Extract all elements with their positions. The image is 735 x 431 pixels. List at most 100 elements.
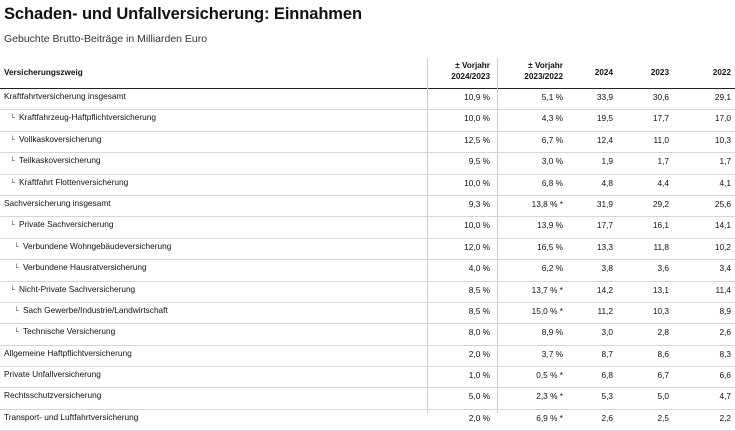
indent-arrow-icon: └ [10, 158, 15, 166]
row-label: Transport- und Luftfahrtversicherung [4, 411, 164, 423]
row-value-c2: 2,3 % * [536, 391, 563, 402]
row-value-c4: 16,1 [652, 220, 669, 231]
header-change-2023-line2: 2023/2022 [524, 71, 563, 81]
table-row: Transport- und Luftfahrtversicherung 2,0 … [0, 410, 735, 431]
row-label: Kraftfahrtversicherung insgesamt [4, 91, 164, 102]
row-value-c2: 6,2 % [541, 263, 563, 274]
row-label: └ Kraftfahrt Flottenversicherung [4, 176, 170, 189]
row-value-c3: 1,9 [601, 156, 613, 167]
header-change-2024-line1: ± Vorjahr [455, 61, 490, 70]
row-label-text: Allgemeine Haftpflichtversicherung [4, 347, 132, 358]
row-value-c1: 12,5 % [464, 134, 490, 145]
header-change-2024: ± Vorjahr 2024/2023 [451, 61, 490, 82]
row-value-c1: 9,3 % [468, 198, 490, 209]
row-value-c1: 10,0 % [464, 177, 490, 188]
table-row: └ Private Sachversicherung 10,0 % 13,9 % 17,… [0, 217, 735, 239]
row-label: └ Verbundene Hausratversicherung [4, 262, 174, 274]
row-value-c2: 13,7 % * [531, 284, 563, 295]
table-row: Allgemeine Haftpflichtversicherung 2,0 % 3… [0, 346, 735, 368]
row-value-c1: 1,0 % [468, 370, 490, 381]
row-value-c4: 4,4 [657, 177, 669, 188]
row-value-c1: 10,0 % [464, 220, 490, 231]
row-label-text: Kraftfahrt Flottenversicherung [18, 176, 129, 187]
row-value-c4: 2,5 [657, 412, 669, 423]
row-value-c3: 6,8 [601, 370, 613, 381]
indent-arrow-icon: └ [14, 243, 19, 251]
table-row: └ Sach Gewerbe/Industrie/Landwirtschaft 8,… [0, 303, 735, 325]
row-label-text: Verbundene Wohngebäudeversicherung [22, 240, 172, 251]
row-value-c1: 2,0 % [468, 412, 490, 423]
row-value-c4: 30,6 [652, 92, 669, 102]
indent-arrow-icon: └ [10, 222, 15, 230]
header-change-2024-line2: 2024/2023 [451, 71, 490, 81]
row-value-c1: 5,0 % [468, 391, 490, 402]
row-value-c5: 8,9 [719, 305, 731, 316]
indent-arrow-icon: └ [10, 136, 15, 144]
table-row: └ Kraftfahrt Flottenversicherung 10,0 % 6,8… [0, 175, 735, 196]
row-value-c2: 13,8 % * [531, 198, 563, 209]
row-label-text: Sach Gewerbe/Industrie/Landwirtschaft [22, 304, 168, 315]
row-label-text: Sachversicherung insgesamt [4, 197, 111, 208]
row-value-c4: 6,7 [657, 370, 669, 381]
row-value-c3: 4,8 [601, 177, 613, 188]
row-value-c1: 12,0 % [464, 241, 490, 252]
header-2024: 2024 [594, 68, 613, 77]
row-value-c1: 10,9 % [464, 92, 490, 102]
indent-arrow-icon: └ [14, 329, 19, 337]
row-value-c3: 14,2 [596, 284, 613, 295]
column-divider [427, 58, 428, 413]
row-value-c3: 13,3 [596, 241, 613, 252]
row-label: Sachversicherung insgesamt [4, 197, 164, 209]
row-label-text: Verbundene Hausratversicherung [22, 262, 147, 273]
row-value-c4: 17,7 [652, 113, 669, 124]
indent-arrow-icon: └ [14, 307, 19, 315]
row-value-c2: 4,3 % [541, 113, 563, 124]
table-row: └ Teilkaskoversicherung 9,5 % 3,0 % 1,9 1,7 1,… [0, 153, 735, 175]
row-value-c3: 19,5 [596, 113, 613, 124]
row-value-c1: 2,0 % [468, 348, 490, 359]
row-value-c3: 3,0 [601, 327, 613, 338]
row-label-text: Private Unfallversicherung [4, 369, 101, 380]
row-label-text: Kraftfahrtversicherung insgesamt [4, 91, 126, 101]
table-row: └ Verbundene Wohngebäudeversicherung 12,0 … [0, 239, 735, 261]
header-label: Versicherungszweig [4, 68, 83, 77]
row-label: Rechtsschutzversicherung [4, 391, 164, 401]
row-value-c3: 33,9 [596, 92, 613, 102]
row-value-c5: 2,2 [719, 412, 731, 423]
table-body: Kraftfahrtversicherung insgesamt 10,9 % 5,… [0, 89, 735, 431]
row-value-c5: 8,3 [719, 348, 731, 359]
row-value-c3: 3,8 [601, 263, 613, 274]
row-value-c2: 0,5 % * [536, 370, 563, 381]
indent-arrow-icon: └ [10, 179, 15, 187]
row-value-c1: 8,5 % [468, 305, 490, 316]
row-label: Private Unfallversicherung [4, 369, 164, 380]
column-divider [497, 58, 498, 413]
row-label: └ Teilkaskoversicherung [4, 155, 170, 167]
table-row: └ Vollkaskoversicherung 12,5 % 6,7 % 12,4 11,… [0, 132, 735, 154]
row-value-c2: 8,9 % [541, 327, 563, 338]
row-value-c1: 8,0 % [468, 327, 490, 338]
page-title: Schaden- und Unfallversicherung: Einnahm… [4, 5, 362, 23]
row-label: └ Vollkaskoversicherung [4, 134, 170, 146]
row-value-c5: 4,1 [719, 177, 731, 188]
row-label: Allgemeine Haftpflichtversicherung [4, 347, 164, 359]
row-value-c4: 2,8 [657, 327, 669, 338]
row-value-c5: 25,6 [714, 198, 731, 209]
row-value-c3: 11,2 [597, 305, 613, 316]
row-label-text: Transport- und Luftfahrtversicherung [4, 411, 139, 422]
row-value-c3: 2,6 [601, 412, 613, 423]
page-subtitle: Gebuchte Brutto-Beiträge in Milliarden E… [4, 33, 208, 45]
row-value-c2: 5,1 % [541, 92, 563, 102]
row-label: └ Nicht-Private Sachversicherung [4, 284, 170, 296]
row-value-c4: 5,0 [657, 391, 669, 402]
row-label: └ Technische Versicherung [4, 326, 174, 338]
row-value-c4: 1,7 [657, 156, 669, 167]
row-value-c2: 3,7 % [541, 348, 563, 359]
row-label: └ Kraftfahrzeug-Haftpflichtversicherung [4, 113, 170, 124]
row-value-c2: 3,0 % [541, 156, 563, 167]
row-label-text: Kraftfahrzeug-Haftpflichtversicherung [18, 112, 156, 123]
row-value-c2: 16,5 % [537, 241, 563, 252]
table-row: └ Verbundene Hausratversicherung 4,0 % 6,2 … [0, 260, 735, 282]
row-label: └ Sach Gewerbe/Industrie/Landwirtschaft [4, 304, 174, 317]
table-header: Versicherungszweig ± Vorjahr 2024/2023 ±… [0, 58, 735, 89]
